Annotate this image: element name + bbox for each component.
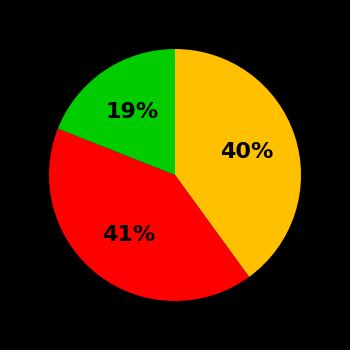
Wedge shape: [49, 128, 249, 301]
Wedge shape: [175, 49, 301, 277]
Text: 41%: 41%: [102, 225, 155, 245]
Text: 19%: 19%: [106, 103, 159, 122]
Text: 40%: 40%: [220, 142, 274, 162]
Wedge shape: [58, 49, 175, 175]
